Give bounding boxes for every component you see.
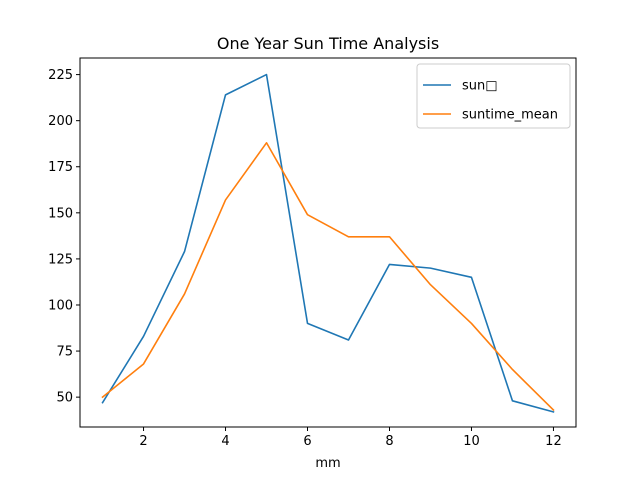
x-tick-label: 6 — [303, 434, 311, 449]
y-tick-label: 50 — [56, 391, 73, 406]
legend: sun□ suntime_mean — [416, 63, 571, 129]
y-tick-label: 150 — [48, 206, 73, 221]
series-line-0 — [101, 73, 555, 413]
x-tick-label: 2 — [139, 434, 147, 449]
x-tick-label: 4 — [221, 434, 229, 449]
series-layer — [101, 73, 555, 413]
y-tick-label: 225 — [48, 68, 73, 83]
x-tick-label: 12 — [545, 434, 562, 449]
plot-area-frame — [79, 57, 577, 428]
legend-label-1: suntime_mean — [462, 108, 558, 123]
legend-label-0: sun□ — [462, 79, 498, 94]
x-tick-label: 10 — [463, 434, 480, 449]
y-axis: 50 75 100 125 150 175 200 225 — [48, 68, 80, 406]
x-axis: 2 4 6 8 10 12 — [139, 427, 562, 449]
legend-box — [416, 63, 571, 129]
chart-title: One Year Sun Time Analysis — [217, 34, 439, 53]
x-axis-label: mm — [315, 456, 340, 471]
y-tick-label: 200 — [48, 114, 73, 129]
y-tick-label: 175 — [48, 160, 73, 175]
y-tick-label: 100 — [48, 298, 73, 313]
x-tick-label: 8 — [385, 434, 393, 449]
y-tick-label: 75 — [56, 345, 73, 360]
series-line-1 — [101, 141, 555, 412]
y-tick-label: 125 — [48, 252, 73, 267]
